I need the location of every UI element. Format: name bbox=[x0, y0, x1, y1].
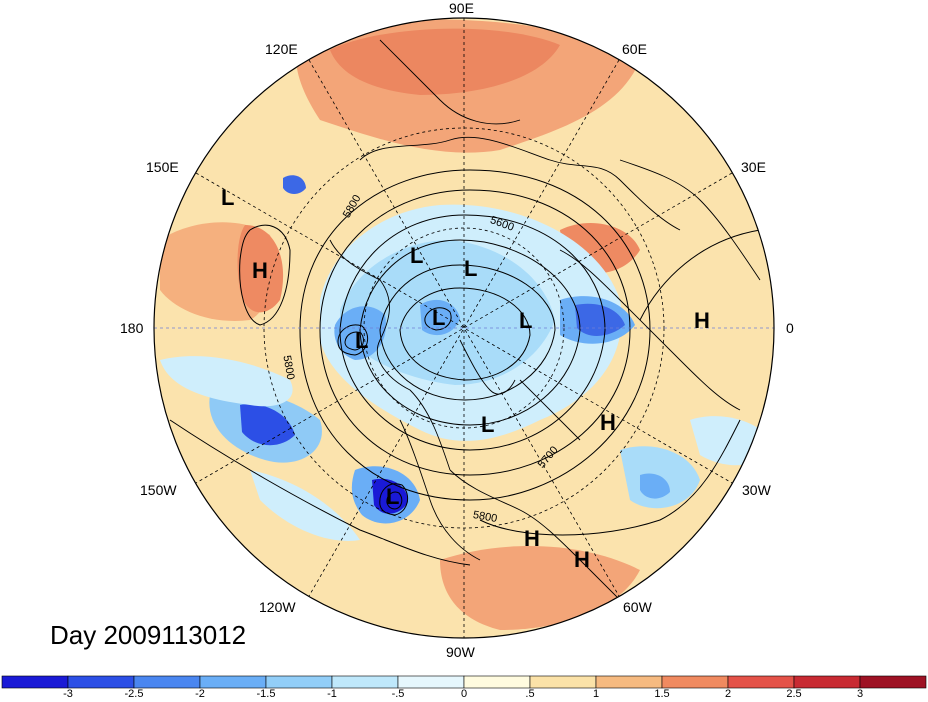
high-center: H bbox=[524, 526, 540, 551]
colorbar-swatch bbox=[463, 675, 531, 689]
lon-label-30e: 30E bbox=[741, 159, 766, 175]
low-center: L bbox=[355, 328, 368, 353]
contour-label: 5800 bbox=[472, 509, 498, 525]
colorbar-tick-label: .5 bbox=[525, 688, 535, 700]
coastlines bbox=[329, 39, 761, 621]
colorbar-tick-label: 2 bbox=[724, 688, 732, 700]
lon-label-120e: 120E bbox=[265, 41, 298, 57]
high-center: H bbox=[252, 258, 268, 283]
colorbar-swatch bbox=[265, 675, 333, 689]
colorbar-swatch bbox=[331, 675, 399, 689]
lon-label-180: 180 bbox=[120, 320, 144, 336]
low-center: L bbox=[221, 185, 234, 210]
colorbar-tick-label: -1 bbox=[327, 688, 337, 700]
colorbar-swatch bbox=[397, 675, 465, 689]
colorbar-swatch bbox=[133, 675, 201, 689]
lon-label-60w: 60W bbox=[623, 599, 652, 615]
low-center: L bbox=[432, 305, 445, 330]
warm-anomaly-south bbox=[440, 546, 640, 630]
map-boundary bbox=[153, 17, 775, 639]
high-center: H bbox=[694, 308, 710, 333]
colorbar-swatch bbox=[199, 675, 267, 689]
contour-high-pacific bbox=[239, 224, 291, 326]
day-title: Day 2009113012 bbox=[50, 620, 247, 650]
colorbar-tick-label: 2.5 bbox=[786, 688, 802, 700]
lon-label-120w: 120W bbox=[259, 599, 296, 615]
colorbar-tick-label: -.5 bbox=[391, 688, 405, 700]
colorbar-swatch bbox=[727, 675, 795, 689]
lon-label-90w: 90W bbox=[446, 644, 475, 660]
low-center: L bbox=[519, 308, 532, 333]
cool-anomaly-small bbox=[283, 175, 306, 194]
colorbar-tick-label: 3 bbox=[856, 688, 864, 700]
colorbar-swatch bbox=[1, 675, 69, 689]
lon-label-60e: 60E bbox=[622, 41, 647, 57]
colorbar-swatch bbox=[859, 675, 927, 689]
colorbar-tick-label: 1.5 bbox=[654, 688, 670, 700]
colorbar-tick-label: -2.5 bbox=[124, 688, 144, 700]
lon-label-150e: 150E bbox=[146, 159, 179, 175]
high-center: H bbox=[574, 547, 590, 572]
low-center: L bbox=[386, 484, 399, 509]
colorbar-swatch bbox=[67, 675, 135, 689]
colorbar-tick-label: 0 bbox=[460, 688, 468, 700]
graticule bbox=[154, 18, 774, 638]
low-center: L bbox=[410, 243, 423, 268]
colorbar bbox=[1, 675, 927, 689]
contour-5700 bbox=[319, 189, 631, 476]
lon-label-30w: 30W bbox=[742, 482, 771, 498]
lon-label-150w: 150W bbox=[140, 482, 177, 498]
pressure-centers: L L L L L L L L H H H H H bbox=[221, 185, 710, 572]
colorbar-swatch bbox=[661, 675, 729, 689]
colorbar-tick-label: 1 bbox=[592, 688, 600, 700]
contour-label: 5800 bbox=[280, 354, 296, 380]
colorbar-swatch bbox=[529, 675, 597, 689]
colorbar-swatch bbox=[595, 675, 663, 689]
lon-label-90e: 90E bbox=[449, 0, 474, 16]
contour-subtropic bbox=[169, 419, 471, 566]
colorbar-tick-label: -2 bbox=[195, 688, 205, 700]
low-center: L bbox=[464, 256, 477, 281]
colorbar-tick-label: -3 bbox=[63, 688, 73, 700]
high-center: H bbox=[600, 410, 616, 435]
colorbar-tick-label: -1.5 bbox=[256, 688, 276, 700]
colorbar-swatch bbox=[793, 675, 861, 689]
lon-label-0: 0 bbox=[786, 320, 794, 336]
low-center: L bbox=[481, 412, 494, 437]
